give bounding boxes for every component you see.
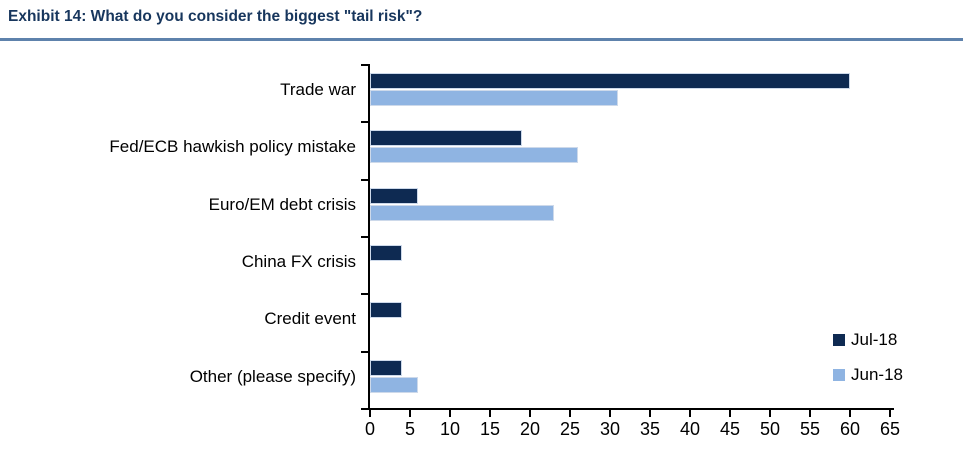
value-axis-line xyxy=(364,408,894,410)
value-axis-tick xyxy=(529,410,531,417)
value-axis-tick xyxy=(489,410,491,417)
legend-label: Jun-18 xyxy=(851,365,903,384)
value-axis-tick xyxy=(689,410,691,417)
value-axis-tick-label: 35 xyxy=(639,419,661,439)
category-label: Trade war xyxy=(280,80,356,99)
value-axis-tick xyxy=(569,410,571,417)
value-axis-tick xyxy=(449,410,451,417)
value-axis-tick xyxy=(409,410,411,417)
bar-jul-18-other-please-specify xyxy=(370,360,402,376)
category-label: Credit event xyxy=(264,309,356,328)
legend-swatch-jun-18 xyxy=(833,369,845,381)
value-axis-tick-label: 5 xyxy=(404,419,415,439)
value-axis-tick-label: 45 xyxy=(719,419,741,439)
value-axis-tick xyxy=(889,410,891,417)
value-axis-tick-label: 25 xyxy=(559,419,581,439)
legend-swatch-jul-18 xyxy=(833,334,845,346)
value-axis-tick xyxy=(369,410,371,417)
category-label: Fed/ECB hawkish policy mistake xyxy=(109,137,356,156)
legend-entry-jun-18: Jun-18 xyxy=(833,365,903,384)
category-axis-tick xyxy=(361,179,368,181)
value-axis-tick-label: 20 xyxy=(519,419,541,439)
legend-label: Jul-18 xyxy=(851,330,898,349)
bar-jul-18-credit-event xyxy=(370,302,402,318)
value-axis-tick-label: 65 xyxy=(879,419,901,439)
title-rule xyxy=(0,38,963,41)
category-axis-tick xyxy=(361,121,368,123)
value-axis-tick xyxy=(769,410,771,417)
bar-jul-18-china-fx-crisis xyxy=(370,245,402,261)
category-axis-line xyxy=(368,64,370,410)
category-axis-tick xyxy=(361,408,368,410)
category-label: China FX crisis xyxy=(241,252,356,271)
legend: Jul-18 Jun-18 xyxy=(833,330,903,401)
value-axis-tick xyxy=(649,410,651,417)
bar-jun-18-euro-em-debt-crisis xyxy=(370,205,554,221)
bar-jun-18-other-please-specify xyxy=(370,377,418,393)
value-axis-tick xyxy=(849,410,851,417)
value-axis-tick-label: 60 xyxy=(839,419,861,439)
category-axis-tick xyxy=(361,351,368,353)
category-axis-tick xyxy=(361,293,368,295)
value-axis-tick-label: 30 xyxy=(599,419,621,439)
bar-jun-18-fed-ecb-hawkish-policy-mistake xyxy=(370,147,578,163)
value-axis-tick xyxy=(809,410,811,417)
value-axis-tick-label: 40 xyxy=(679,419,701,439)
value-axis-tick-label: 15 xyxy=(479,419,501,439)
category-label: Euro/EM debt crisis xyxy=(208,195,356,214)
value-axis-tick-label: 0 xyxy=(364,419,375,439)
bar-jul-18-fed-ecb-hawkish-policy-mistake xyxy=(370,130,522,146)
category-label: Other (please specify) xyxy=(189,367,356,386)
value-axis-tick-label: 50 xyxy=(759,419,781,439)
chart-title: Exhibit 14: What do you consider the big… xyxy=(8,8,423,25)
bar-jul-18-trade-war xyxy=(370,73,850,89)
value-axis-tick-label: 10 xyxy=(439,419,461,439)
bar-jun-18-trade-war xyxy=(370,90,618,106)
legend-entry-jul-18: Jul-18 xyxy=(833,330,903,349)
value-axis-tick xyxy=(609,410,611,417)
category-axis-tick xyxy=(361,64,368,66)
value-axis-tick-label: 55 xyxy=(799,419,821,439)
value-axis-tick xyxy=(729,410,731,417)
bar-jul-18-euro-em-debt-crisis xyxy=(370,188,418,204)
category-axis-tick xyxy=(361,236,368,238)
